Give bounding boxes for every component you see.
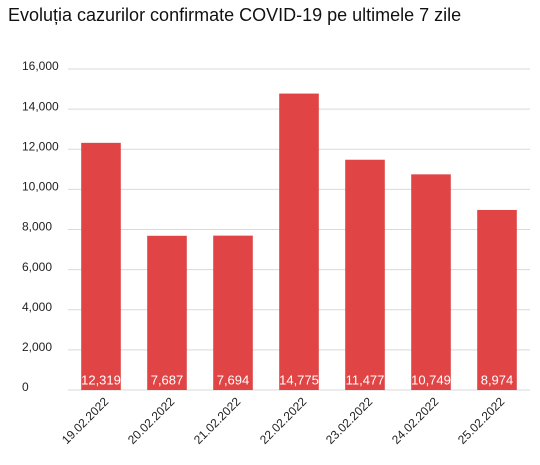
y-tick-label: 16,000: [22, 59, 59, 73]
x-tick-label: 21.02.2022: [191, 394, 244, 447]
x-tick-label: 20.02.2022: [125, 394, 178, 447]
x-tick-label: 25.02.2022: [455, 394, 508, 447]
chart-title: Evoluția cazurilor confirmate COVID-19 p…: [8, 5, 461, 25]
bar: [81, 142, 121, 390]
y-tick-label: 14,000: [22, 99, 59, 113]
bar: [279, 93, 319, 390]
bar: [477, 209, 517, 390]
value-label: 7,687: [151, 372, 184, 387]
y-tick-label: 8,000: [22, 220, 52, 234]
y-tick-label: 6,000: [22, 260, 52, 274]
value-label: 11,477: [346, 372, 385, 387]
bar: [411, 174, 451, 390]
value-label: 12,319: [81, 372, 121, 387]
value-label: 14,775: [279, 372, 319, 387]
y-tick-label: 12,000: [22, 139, 59, 153]
bar: [345, 159, 385, 390]
bar: [147, 235, 187, 390]
y-tick-label: 0: [22, 380, 29, 394]
y-tick-label: 10,000: [22, 180, 59, 194]
x-tick-label: 22.02.2022: [257, 394, 310, 447]
value-label: 7,694: [217, 372, 250, 387]
bar: [213, 235, 253, 390]
x-tick-label: 23.02.2022: [323, 394, 376, 447]
x-tick-label: 19.02.2022: [59, 394, 112, 447]
y-tick-label: 2,000: [22, 340, 52, 354]
value-label: 8,974: [481, 372, 514, 387]
y-tick-label: 4,000: [22, 300, 52, 314]
x-tick-label: 24.02.2022: [389, 394, 442, 447]
value-label: 10,749: [411, 372, 451, 387]
